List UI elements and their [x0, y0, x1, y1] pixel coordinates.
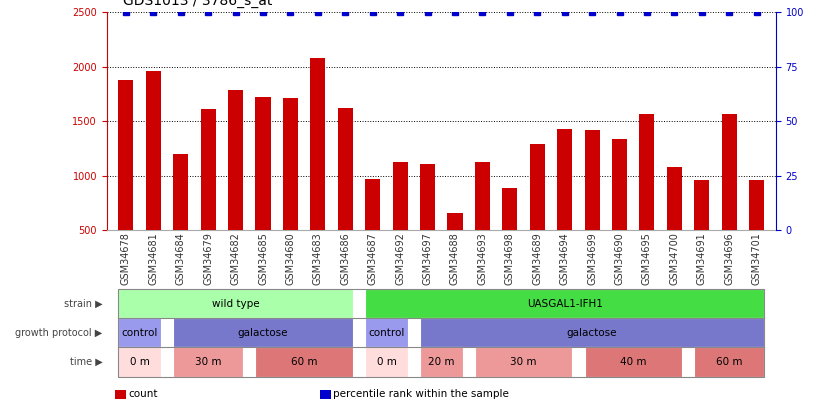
Text: 60 m: 60 m: [291, 357, 318, 367]
Bar: [173, 154, 188, 285]
Text: wild type: wild type: [212, 299, 259, 309]
Text: 0 m: 0 m: [130, 357, 149, 367]
Bar: [722, 114, 736, 285]
Bar: [200, 109, 216, 285]
Bar: [228, 90, 243, 285]
Bar: [337, 108, 353, 285]
Bar: [392, 162, 408, 285]
Bar: [447, 213, 462, 285]
Bar: [530, 144, 545, 285]
Text: 20 m: 20 m: [428, 357, 455, 367]
Text: 40 m: 40 m: [620, 357, 646, 367]
Bar: [475, 162, 490, 285]
Text: 30 m: 30 m: [511, 357, 537, 367]
Bar: [557, 129, 572, 285]
Text: percentile rank within the sample: percentile rank within the sample: [333, 390, 509, 399]
Bar: [365, 179, 380, 285]
Bar: [667, 167, 682, 285]
Bar: [695, 180, 709, 285]
Bar: [749, 180, 764, 285]
Bar: [420, 164, 435, 285]
Text: control: control: [369, 328, 405, 338]
Bar: [118, 80, 134, 285]
Bar: [310, 58, 325, 285]
Text: time ▶: time ▶: [70, 357, 103, 367]
Bar: [640, 114, 654, 285]
Text: count: count: [128, 390, 158, 399]
Bar: [612, 139, 627, 285]
Text: control: control: [122, 328, 158, 338]
Text: UASGAL1-IFH1: UASGAL1-IFH1: [527, 299, 603, 309]
Bar: [585, 130, 599, 285]
Text: 60 m: 60 m: [716, 357, 742, 367]
Bar: [146, 71, 161, 285]
Text: 0 m: 0 m: [377, 357, 397, 367]
Bar: [255, 97, 271, 285]
Bar: [502, 188, 517, 285]
Text: growth protocol ▶: growth protocol ▶: [16, 328, 103, 338]
Text: strain ▶: strain ▶: [64, 299, 103, 309]
Text: galactose: galactose: [238, 328, 288, 338]
Bar: [283, 98, 298, 285]
Text: galactose: galactose: [566, 328, 617, 338]
Text: GDS1013 / 3786_s_at: GDS1013 / 3786_s_at: [123, 0, 273, 8]
Text: 30 m: 30 m: [195, 357, 222, 367]
